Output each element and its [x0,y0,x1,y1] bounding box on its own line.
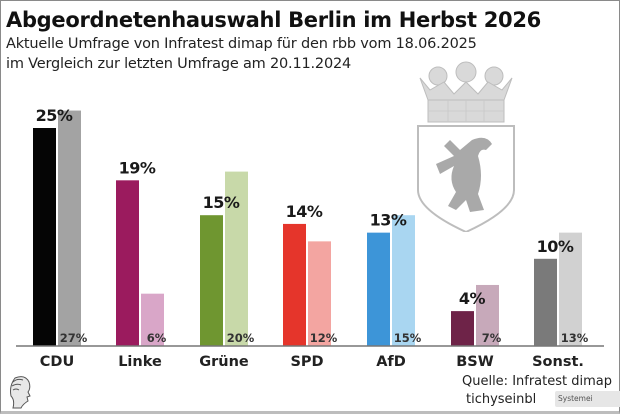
previous-value-label: 15% [394,331,422,345]
berlin-coat-of-arms-icon [417,61,515,232]
classical-head-logo-icon [10,376,31,409]
bar-previous-cdu [58,110,81,346]
previous-value-label: 6% [147,331,167,345]
chart-subtitle-line2: im Vergleich zur letzten Umfrage am 20.1… [6,56,352,72]
previous-value-label: 20% [227,331,255,345]
previous-value-label: 13% [561,331,589,345]
labels-group: 25% 27% CDU 19% 6% Linke 15% 20% Grüne 14% 12% SPD 1… [36,106,589,370]
current-value-label: 10% [537,237,574,256]
previous-value-label: 27% [60,331,88,345]
chart-title: Abgeordnetenhauswahl Berlin im Herbst 20… [6,8,541,32]
bar-current-bsw [451,311,474,346]
category-label: BSW [456,354,494,370]
current-value-label: 13% [370,211,407,230]
current-value-label: 14% [286,202,323,221]
bar-previous-bsw [476,284,499,346]
bar-previous-spd [308,241,331,346]
bar-current-grne [200,215,223,346]
current-value-label: 4% [459,289,486,308]
category-label: AfD [376,354,406,370]
previous-value-label: 7% [482,331,502,345]
bar-previous-sonst [559,232,582,346]
current-value-label: 25% [36,106,73,125]
bar-current-sonst [534,258,557,346]
chart-subtitle-line1: Aktuelle Umfrage von Infratest dimap für… [6,36,477,52]
previous-value-label: 12% [310,331,338,345]
bar-previous-afd [392,215,415,346]
bar-current-cdu [33,128,56,346]
bar-current-linke [116,180,139,346]
bar-previous-linke [141,293,164,346]
bar-current-afd [367,232,390,346]
current-value-label: 15% [203,193,240,212]
brand-name: tichyseinbl [466,392,537,407]
category-label: Grüne [199,354,249,370]
bar-previous-grne [225,171,248,346]
category-label: SPD [290,354,323,370]
source-credit: Quelle: Infratest dimap [461,374,612,389]
bar-current-spd [283,223,306,346]
system-overlay-tag: Systemei [555,391,620,407]
category-label: Sonst. [532,354,584,370]
current-value-label: 19% [119,158,156,177]
category-label: CDU [40,354,74,370]
bars-group [33,110,582,346]
category-label: Linke [118,354,162,370]
